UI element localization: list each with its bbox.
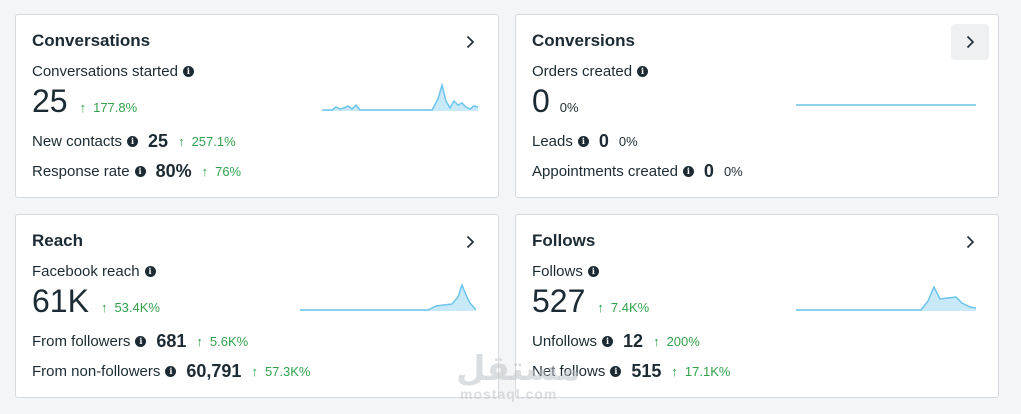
metric-label: Orders created i: [532, 63, 649, 80]
metric-value: 527: [532, 283, 586, 319]
sub-metric-unfollows: Unfollows i 12 ↑ 200%: [532, 331, 700, 351]
sub-metric-from-followers: From followers i 681 ↑ 5.6K%: [32, 331, 249, 351]
conversions-card: Conversions Orders created i 0 0% Leads i …: [515, 14, 999, 198]
chevron-right-icon: [466, 235, 475, 249]
sparkline: [322, 82, 478, 111]
info-icon[interactable]: i: [165, 366, 177, 377]
sub-metric-new-contacts: New contacts i 25 ↑ 257.1%: [32, 131, 236, 151]
open-follows-button[interactable]: [951, 224, 989, 260]
info-icon[interactable]: i: [182, 66, 194, 77]
info-icon[interactable]: i: [135, 336, 147, 347]
chevron-right-icon: [966, 235, 975, 249]
follows-card: Follows Follows i 527 ↑ 7.4K% Unfollows i 1…: [515, 214, 999, 398]
arrow-up-icon: ↑: [653, 334, 660, 349]
metric-value: 25: [32, 83, 68, 119]
metric-value: 0: [532, 83, 550, 119]
arrow-up-icon: ↑: [178, 134, 185, 149]
metric-main: 25 ↑ 177.8%: [32, 83, 137, 120]
open-conversions-button[interactable]: [951, 24, 989, 60]
card-title: Conversations: [32, 31, 151, 50]
info-icon[interactable]: i: [577, 136, 589, 147]
info-icon[interactable]: i: [587, 266, 599, 277]
metric-label: Follows i: [532, 263, 599, 280]
metric-label: Conversations started i: [32, 63, 194, 80]
metric-delta: 0%: [559, 100, 579, 115]
sub-metric-response-rate: Response rate i 80% ↑ 76%: [32, 161, 242, 181]
arrow-up-icon: ↑: [100, 300, 108, 315]
metric-delta: ↑ 177.8%: [79, 100, 138, 115]
watermark: مستقل mostaql.com: [456, 352, 580, 402]
chevron-right-icon: [966, 35, 975, 49]
reach-card: Reach Facebook reach i 61K ↑ 53.4K% From f…: [15, 214, 499, 398]
card-title: Follows: [532, 231, 596, 250]
info-icon[interactable]: i: [134, 166, 146, 177]
sparkline: [300, 282, 476, 311]
metric-delta: ↑ 53.4K%: [100, 300, 160, 315]
sparkline: [796, 104, 976, 106]
info-icon[interactable]: i: [610, 366, 622, 377]
info-icon[interactable]: i: [127, 136, 139, 147]
metric-main: 527 ↑ 7.4K%: [532, 283, 649, 320]
open-reach-button[interactable]: [451, 224, 489, 260]
metric-label: Facebook reach i: [32, 263, 156, 280]
watermark-arabic: مستقل: [456, 349, 581, 389]
info-icon[interactable]: i: [682, 166, 694, 177]
sub-metric-net-follows: Net follows i 515 ↑ 17.1K%: [532, 361, 731, 381]
info-icon[interactable]: i: [144, 266, 156, 277]
arrow-up-icon: ↑: [79, 100, 87, 115]
metric-value: 61K: [32, 283, 89, 319]
arrow-up-icon: ↑: [251, 364, 258, 379]
arrow-up-icon: ↑: [196, 334, 203, 349]
metric-delta: ↑ 7.4K%: [597, 300, 650, 315]
chevron-right-icon: [466, 35, 475, 49]
sub-metric-from-non-followers: From non-followers i 60,791 ↑ 57.3K%: [32, 361, 311, 381]
metric-main: 0 0%: [532, 83, 579, 120]
sub-metric-appointments: Appointments created i 0 0%: [532, 161, 743, 181]
info-icon[interactable]: i: [602, 336, 614, 347]
metric-main: 61K ↑ 53.4K%: [32, 283, 160, 320]
card-title: Reach: [32, 231, 84, 250]
watermark-latin: mostaql.com: [460, 386, 558, 402]
arrow-up-icon: ↑: [201, 164, 209, 179]
open-conversations-button[interactable]: [451, 24, 489, 60]
info-icon[interactable]: i: [637, 66, 649, 77]
conversations-card: Conversations Conversations started i 25 …: [15, 14, 499, 198]
sparkline: [796, 285, 976, 311]
card-title: Conversions: [532, 31, 635, 50]
arrow-up-icon: ↑: [671, 364, 678, 379]
arrow-up-icon: ↑: [597, 300, 604, 315]
sub-metric-leads: Leads i 0 0%: [532, 131, 638, 151]
